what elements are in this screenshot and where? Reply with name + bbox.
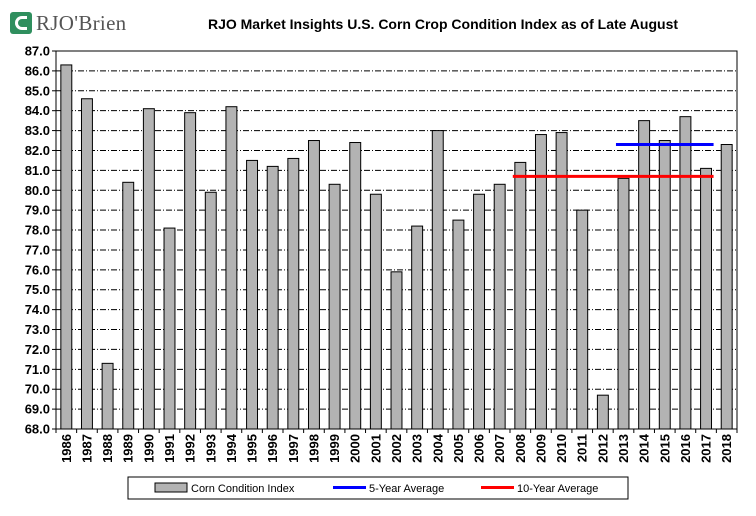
x-tick-label: 2014 [637,433,652,463]
y-tick-label: 78.0 [25,223,50,238]
legend-box [127,476,629,500]
x-tick-label: 2007 [492,434,507,463]
brand-logo: RJO'Brien [10,8,126,38]
x-tick-label: 1997 [286,434,301,463]
bar-2011 [576,209,589,430]
bar-2016 [679,116,692,430]
x-tick-label: 2005 [451,434,466,463]
logo-wordmark: RJO'Brien [36,10,127,35]
x-tick-label: 2002 [389,434,404,463]
bar-1992 [184,112,197,430]
bar-1991 [163,227,176,430]
x-tick-label: 2011 [575,434,590,462]
bar-1986 [60,64,73,430]
x-tick-label: 2015 [657,434,672,463]
bar-1988 [101,362,114,430]
legend-label: Corn Condition Index [191,483,295,495]
bar-1993 [204,191,217,430]
x-tick-label: 1987 [79,434,94,463]
bar-2018 [720,144,733,430]
y-tick-label: 84.0 [25,103,50,118]
x-tick-label: 1989 [121,434,136,463]
x-tick-label: 2018 [719,434,734,463]
x-tick-label: 1991 [162,434,177,463]
x-tick-label: 2013 [616,434,631,463]
bar-2008 [514,161,527,430]
bar-1995 [246,159,259,430]
plot-frame [55,50,738,430]
bar-1987 [80,98,93,430]
bar-2007 [493,183,506,430]
legend-swatch-bar [154,482,188,493]
y-tick-label: 82.0 [25,143,50,158]
bar-1997 [287,157,300,430]
y-tick-label: 83.0 [25,123,50,138]
rjo-logo-mark-icon [10,12,32,34]
y-tick-label: 73.0 [25,322,50,337]
x-tick-label: 2010 [554,434,569,463]
x-tick-label: 1993 [203,434,218,463]
bar-1989 [122,181,135,430]
bar-2013 [617,177,630,430]
bar-1994 [225,106,238,430]
y-tick-label: 79.0 [25,203,50,218]
bar-1998 [307,140,320,430]
bar-2009 [534,134,547,430]
x-tick-label: 1988 [100,434,115,463]
x-tick-label: 2009 [533,434,548,463]
x-tick-label: 1992 [183,434,198,463]
x-tick-label: 2004 [430,433,445,463]
y-tick-label: 81.0 [25,163,50,178]
y-tick-label: 74.0 [25,302,50,317]
x-tick-label: 1986 [59,434,74,463]
x-tick-label: 1998 [306,434,321,463]
bar-2017 [700,167,713,430]
y-tick-label: 77.0 [25,242,50,257]
legend-label: 5-Year Average [369,483,444,495]
y-tick-label: 86.0 [25,63,50,78]
bar-1996 [266,165,279,430]
y-tick-label: 85.0 [25,83,50,98]
x-tick-label: 2008 [513,434,528,463]
y-tick-label: 71.0 [25,362,50,377]
x-tick-label: 1999 [327,434,342,463]
y-tick-label: 87.0 [25,44,50,59]
bar-2014 [638,120,651,430]
x-tick-label: 2017 [699,434,714,463]
x-tick-label: 2016 [678,434,693,463]
x-tick-label: 2006 [472,434,487,463]
x-tick-label: 2000 [348,434,363,463]
x-tick-label: 1996 [265,434,280,463]
bar-2015 [658,140,671,430]
x-tick-label: 1995 [245,434,260,463]
bar-2001 [369,193,382,430]
y-tick-label: 69.0 [25,402,50,417]
x-tick-label: 2001 [368,434,383,463]
x-tick-label: 2012 [595,434,610,463]
y-tick-label: 70.0 [25,382,50,397]
bar-2005 [452,219,465,430]
bar-2006 [473,193,486,430]
bar-2002 [390,271,403,430]
y-tick-label: 75.0 [25,282,50,297]
bar-2012 [596,394,609,430]
x-tick-label: 1990 [141,434,156,463]
y-tick-label: 68.0 [25,422,50,437]
legend-label: 10-Year Average [517,483,598,495]
legend: Corn Condition Index 5-Year Average 10-Yea… [127,476,629,500]
y-tick-label: 80.0 [25,183,50,198]
bar-1999 [328,183,341,430]
bar-2000 [349,142,362,430]
bar-2003 [411,225,424,430]
chart-title: RJO Market Insights U.S. Corn Crop Condi… [207,16,679,32]
bar-2004 [431,130,444,430]
x-tick-label: 1994 [224,433,239,463]
y-tick-label: 72.0 [25,342,50,357]
bar-1990 [142,108,155,430]
y-tick-label: 76.0 [25,262,50,277]
x-tick-label: 2003 [410,434,425,463]
